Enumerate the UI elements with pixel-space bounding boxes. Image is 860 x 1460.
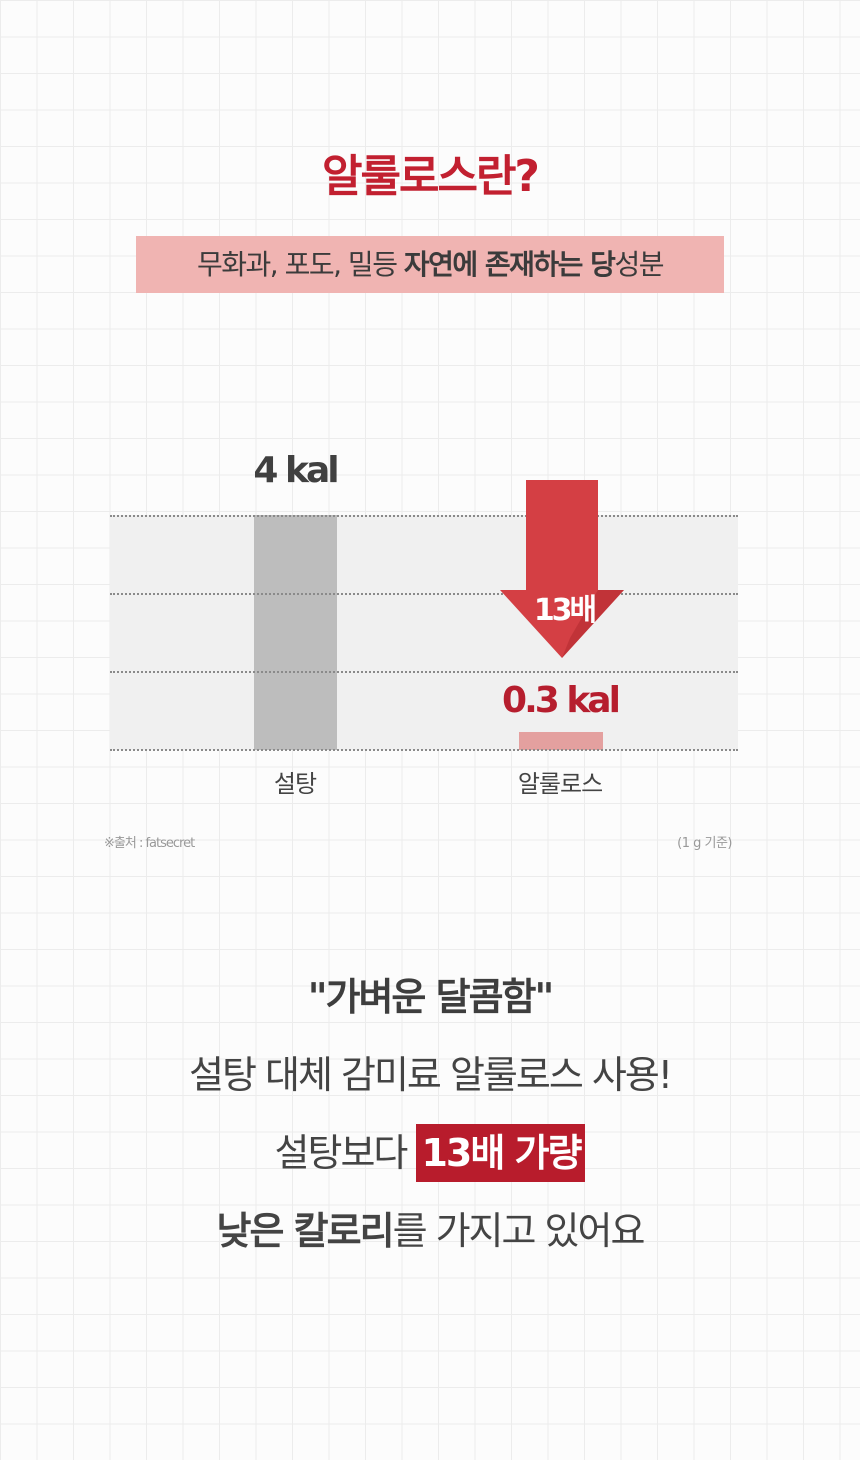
category-label-allulose: 알룰로스 xyxy=(517,770,603,798)
message-line-4-rest: 를 가지고 있어요 xyxy=(392,1209,646,1253)
subtitle-part1: 무화과, 포도, 밀등 xyxy=(197,248,404,281)
bar-allulose xyxy=(519,732,603,750)
gridline xyxy=(110,671,738,673)
down-arrow-icon xyxy=(500,480,624,658)
highlight-badge: 13배 가량 xyxy=(416,1124,586,1182)
bar-sugar xyxy=(254,515,337,750)
ratio-annotation: 13배 xyxy=(533,593,597,628)
category-label-sugar: 설탕 xyxy=(273,770,317,798)
chart-plot-area xyxy=(110,515,738,750)
subtitle-banner: 무화과, 포도, 밀등 자연에 존재하는 당성분 xyxy=(136,236,724,293)
subtitle-bold: 자연에 존재하는 당 xyxy=(403,248,616,281)
subtitle-part3: 성분 xyxy=(614,248,664,281)
baseline xyxy=(110,749,738,751)
gridline xyxy=(110,593,738,595)
message-headline: "가벼운 달콤함" xyxy=(307,975,555,1019)
allulose-value-label: 0.3 kal xyxy=(502,680,621,721)
message-line-3-prefix: 설탕보다 xyxy=(274,1131,409,1175)
message-line-3: 설탕보다 13배 가량 xyxy=(0,1122,860,1182)
gridline xyxy=(110,515,738,517)
source-note: ※출처 : fatsecret xyxy=(104,836,195,851)
message-line-4-bold: 낮은 칼로리 xyxy=(216,1209,395,1253)
message-line-2: 설탕 대체 감미료 알룰로스 사용! xyxy=(188,1053,673,1097)
unit-note: (1 g 기준) xyxy=(677,836,732,851)
sugar-value-label: 4 kal xyxy=(253,450,339,491)
message-line-4: 낮은 칼로리를 가지고 있어요 xyxy=(0,1200,860,1255)
page-title: 알룰로스란? xyxy=(322,151,540,202)
